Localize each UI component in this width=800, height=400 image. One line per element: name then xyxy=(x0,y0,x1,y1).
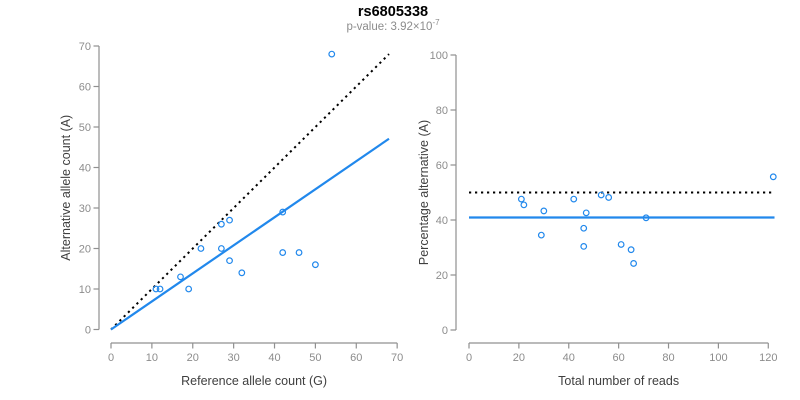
data-point xyxy=(279,249,287,256)
y-tick-label: 40 xyxy=(436,215,448,227)
data-point xyxy=(520,201,528,209)
data-point xyxy=(328,50,336,58)
y-tick-label: 60 xyxy=(436,160,448,172)
data-point xyxy=(279,208,287,216)
p-value-exponent: -7 xyxy=(432,18,440,28)
y-tick-label: 70 xyxy=(79,41,91,53)
y-tick-label: 80 xyxy=(436,105,448,117)
x-tick-label: 30 xyxy=(228,352,240,364)
data-point xyxy=(630,260,638,267)
x-tick-label: 10 xyxy=(146,352,158,364)
data-point xyxy=(580,242,588,250)
data-point xyxy=(156,285,164,293)
fit-line xyxy=(110,137,390,331)
data-point xyxy=(580,224,588,232)
y-tick-label: 20 xyxy=(436,270,448,282)
data-point xyxy=(570,195,578,203)
x-tick-label: 20 xyxy=(187,352,199,364)
x-tick-label: 40 xyxy=(268,352,280,364)
x-tick-label: 20 xyxy=(513,352,525,364)
data-point xyxy=(617,241,625,248)
y-axis-title: Percentage alternative (A) xyxy=(417,120,431,265)
plot-subtitle: p-value: 3.92×10-7 xyxy=(346,18,440,33)
x-tick-label: 60 xyxy=(350,352,362,364)
y-tick-label: 20 xyxy=(79,244,91,256)
data-point xyxy=(597,191,605,199)
data-point xyxy=(627,246,635,254)
y-tick-label: 50 xyxy=(79,122,91,134)
y-tick-label: 40 xyxy=(79,163,91,175)
data-point xyxy=(312,261,319,269)
x-tick-label: 100 xyxy=(709,352,727,364)
x-tick-label: 0 xyxy=(108,352,114,364)
identity-line xyxy=(110,53,390,331)
data-point xyxy=(197,245,205,252)
y-tick-label: 30 xyxy=(79,203,91,215)
data-point xyxy=(226,257,233,265)
plot-title: rs6805338 xyxy=(357,4,429,20)
data-point xyxy=(769,173,777,181)
y-tick-label: 0 xyxy=(442,325,448,337)
x-tick-label: 80 xyxy=(662,352,674,364)
x-tick-label: 50 xyxy=(309,352,321,364)
right-chart-percentage-vs-reads: 0 20 40 60 80 100 120 0 20 40 60 80 100 Total number … xyxy=(417,50,777,388)
y-tick-label: 10 xyxy=(79,284,91,296)
x-tick-label: 60 xyxy=(613,352,625,364)
data-point xyxy=(582,209,590,217)
y-tick-label: 0 xyxy=(85,325,91,337)
data-point xyxy=(177,273,184,281)
data-point xyxy=(185,285,193,293)
data-point xyxy=(226,216,233,224)
data-point xyxy=(152,285,160,293)
data-point xyxy=(517,195,525,203)
x-tick-label: 120 xyxy=(759,352,777,364)
x-axis-title: Total number of reads xyxy=(558,374,679,388)
x-axis-title: Reference allele count (G) xyxy=(181,374,327,388)
left-chart-allele-counts: 0 10 20 30 40 50 60 70 0 10 20 30 40 50 60 70 Reference … xyxy=(59,41,403,388)
x-tick-label: 70 xyxy=(391,352,403,364)
y-tick-label: 60 xyxy=(79,82,91,94)
data-point xyxy=(238,269,246,277)
p-value-text: p-value: 3.92×10 xyxy=(346,21,433,33)
y-axis-title: Alternative allele count (A) xyxy=(59,115,73,261)
data-point xyxy=(605,194,613,201)
data-point xyxy=(217,245,225,252)
y-tick-label: 100 xyxy=(430,50,448,62)
data-point xyxy=(217,220,225,228)
data-point xyxy=(295,249,303,256)
data-point xyxy=(537,231,545,239)
x-tick-label: 0 xyxy=(466,352,472,364)
x-tick-label: 40 xyxy=(563,352,575,364)
data-point xyxy=(540,207,548,215)
data-point xyxy=(642,214,650,222)
